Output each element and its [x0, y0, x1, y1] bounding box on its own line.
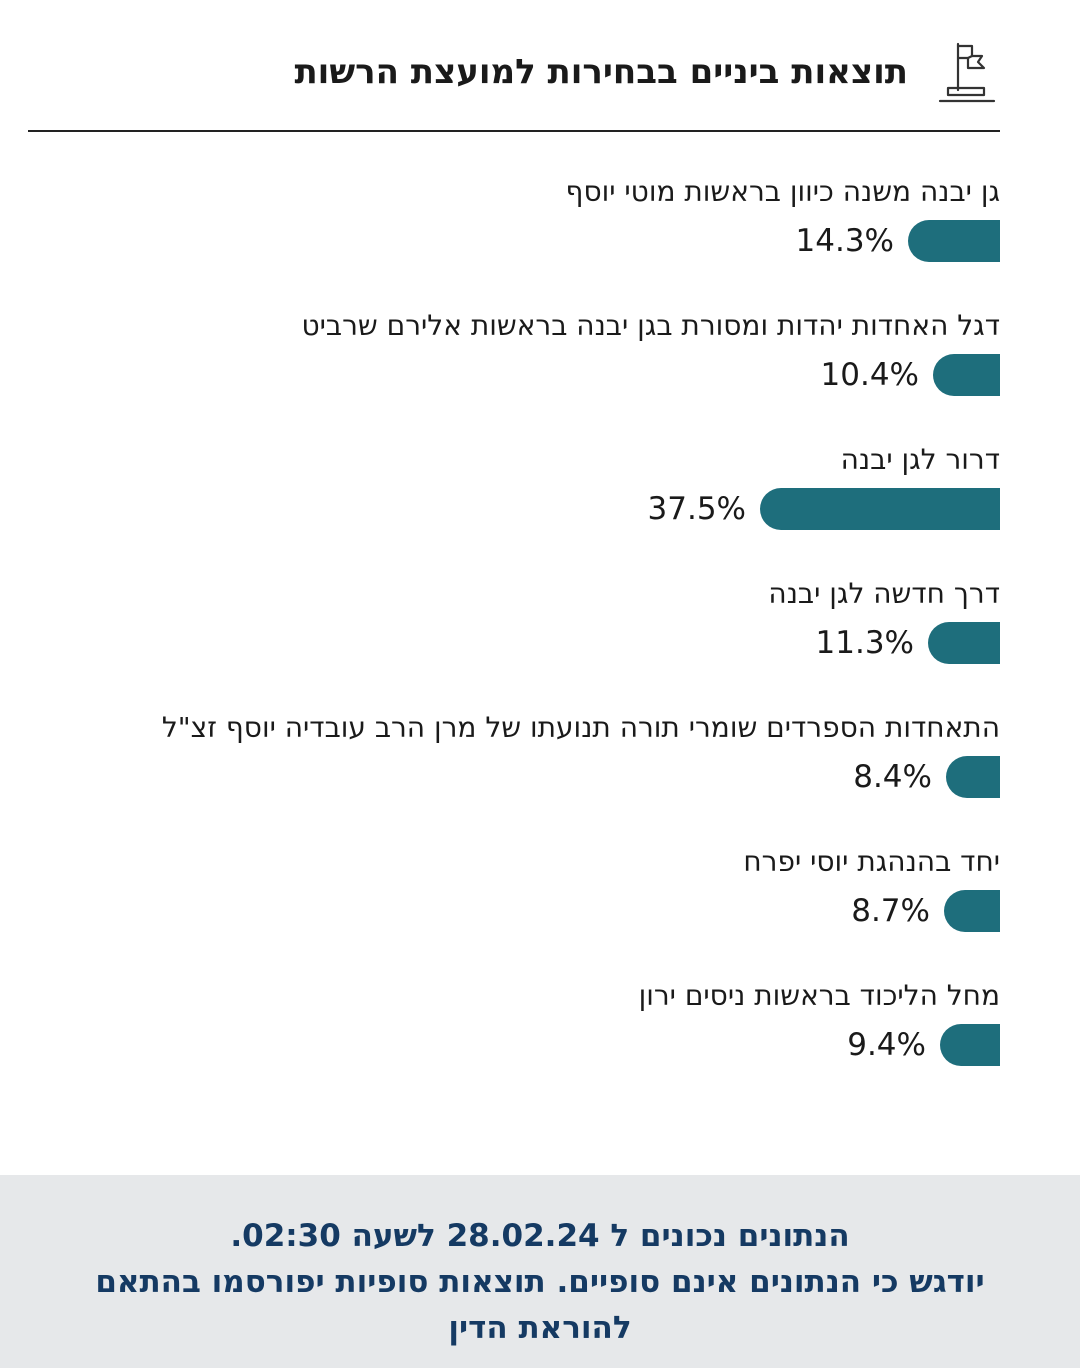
party-label: דרך חדשה לגן יבנה — [768, 577, 1000, 610]
result-percentage: 10.4% — [820, 357, 919, 393]
party-label: מחל הליכוד בראשות ניסים ירון — [638, 979, 1000, 1012]
result-bar — [760, 488, 1000, 530]
result-percentage: 8.4% — [853, 759, 932, 795]
page-title: תוצאות ביניים בבחירות למועצת הרשות — [294, 52, 908, 92]
party-label: דרור לגן יבנה — [840, 443, 1000, 476]
results-bar-chart: גן יבנה משנה כיוון בראשות מוטי יוסף 14.3%… — [0, 160, 1080, 1100]
result-bar — [940, 1024, 1000, 1066]
party-label: דגל האחדות יהדות ומסורת בגן יבנה בראשות … — [301, 309, 1001, 342]
result-percentage: 14.3% — [795, 223, 894, 259]
result-bar — [908, 220, 1000, 262]
result-bar — [944, 890, 1000, 932]
footer-disclaimer: יודגש כי הנתונים אינם סופיים. תוצאות סופ… — [95, 1264, 985, 1300]
footer-timestamp: הנתונים נכונים ל 28.02.24 לשעה 02:30. — [230, 1218, 850, 1254]
footer-disclaimer-end: להוראת הדין — [448, 1310, 632, 1346]
party-label: גן יבנה משנה כיוון בראשות מוטי יוסף — [565, 175, 1000, 208]
party-label: יחד בהנהגת יוסי יפרח — [743, 845, 1000, 878]
result-bar — [946, 756, 1000, 798]
result-percentage: 11.3% — [815, 625, 914, 661]
result-percentage: 8.7% — [851, 893, 930, 929]
result-percentage: 37.5% — [647, 491, 746, 527]
result-bar — [933, 354, 1000, 396]
party-label: התאחדות הספרדים שומרי תורה תנועתו של מרן… — [161, 711, 1000, 744]
chart-header: תוצאות ביניים בבחירות למועצת הרשות — [28, 30, 1000, 132]
result-percentage: 9.4% — [847, 1027, 926, 1063]
result-bar — [928, 622, 1000, 664]
flag-podium-icon — [938, 42, 996, 103]
footer-note: הנתונים נכונים ל 28.02.24 לשעה 02:30. יו… — [0, 1175, 1080, 1368]
